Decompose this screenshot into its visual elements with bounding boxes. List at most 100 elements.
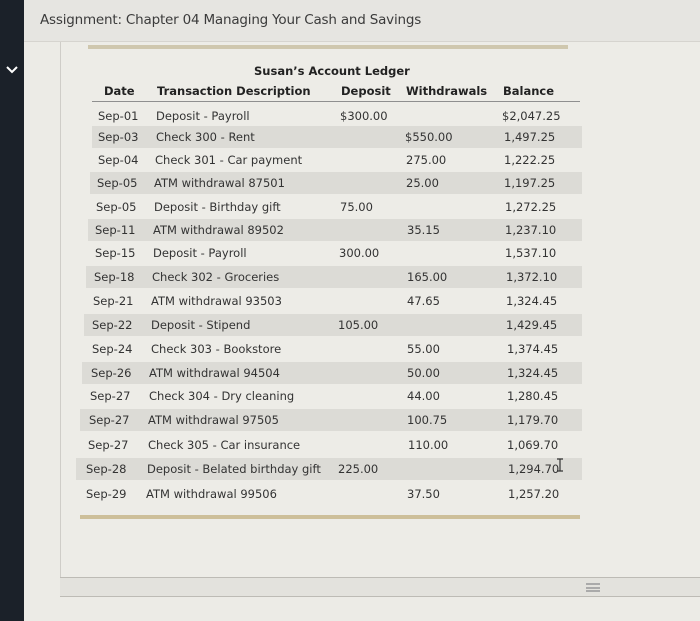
table-row: Sep-22 Deposit - Stipend 105.00 1,429.45 (84, 314, 582, 336)
balance-cell: 1,324.45 (506, 294, 558, 308)
balance-cell: 1,257.20 (508, 487, 560, 501)
header-divider (92, 101, 580, 102)
deposit-cell: 300.00 (339, 246, 380, 260)
balance-cell: 1,280.45 (507, 389, 559, 403)
description-cell: Check 303 - Bookstore (151, 342, 282, 356)
table-row: Sep-29 ATM withdrawal 99506 37.50 1,257.20 (76, 483, 582, 505)
balance-cell: 1,222.25 (504, 153, 556, 167)
balance-cell: 1,272.25 (505, 200, 557, 214)
description-cell: ATM withdrawal 99506 (146, 487, 277, 501)
description-cell: Deposit - Stipend (151, 318, 251, 332)
horizontal-scrollbar[interactable] (60, 577, 700, 597)
description-cell: Deposit - Payroll (156, 109, 250, 123)
table-row: Sep-24 Check 303 - Bookstore 55.00 1,374.45 (84, 338, 582, 360)
description-cell: Check 305 - Car insurance (148, 438, 301, 452)
date-cell: Sep-27 (89, 413, 130, 427)
balance-cell: 1,497.25 (504, 130, 556, 144)
date-cell: Sep-28 (86, 462, 127, 476)
table-row: Sep-26 ATM withdrawal 94504 50.00 1,324.45 (82, 362, 582, 384)
balance-cell: 1,179.70 (507, 413, 559, 427)
date-cell: Sep-27 (90, 389, 131, 403)
withdrawal-cell: 47.65 (407, 294, 440, 308)
table-row: Sep-11 ATM withdrawal 89502 35.15 1,237.10 (88, 219, 582, 241)
balance-cell: 1,197.25 (504, 176, 556, 190)
date-cell: Sep-24 (92, 342, 133, 356)
description-cell: Deposit - Payroll (153, 246, 247, 260)
balance-cell: 1,237.10 (505, 223, 557, 237)
table-row: Sep-18 Check 302 - Groceries 165.00 1,372.1… (86, 266, 582, 288)
deposit-cell: 105.00 (338, 318, 379, 332)
balance-cell: 1,429.45 (506, 318, 558, 332)
grip-icon[interactable] (586, 583, 600, 592)
description-cell: Check 300 - Rent (156, 130, 255, 144)
description-cell: Deposit - Birthday gift (154, 200, 281, 214)
date-cell: Sep-11 (95, 223, 136, 237)
table-row: Sep-15 Deposit - Payroll 300.00 1,537.10 (88, 242, 582, 264)
deposit-cell: 225.00 (338, 462, 379, 476)
deposit-cell: $300.00 (340, 109, 388, 123)
date-cell: Sep-29 (86, 487, 127, 501)
balance-cell: 1,069.70 (507, 438, 559, 452)
table-row: Sep-27 Check 304 - Dry cleaning 44.00 1,280… (80, 385, 582, 407)
description-cell: ATM withdrawal 94504 (149, 366, 280, 380)
table-row: Sep-03 Check 300 - Rent $550.00 1,497.25 (92, 126, 582, 148)
date-cell: Sep-27 (88, 438, 129, 452)
chevron-down-icon[interactable] (2, 60, 22, 80)
column-header-description: Transaction Description (157, 84, 311, 98)
page-title: Assignment: Chapter 04 Managing Your Cas… (40, 12, 422, 28)
assignment-page: Assignment: Chapter 04 Managing Your Cas… (24, 0, 700, 621)
withdrawal-cell: 35.15 (407, 223, 440, 237)
column-header-deposit: Deposit (341, 84, 391, 98)
withdrawal-cell: 25.00 (406, 176, 439, 190)
date-cell: Sep-04 (98, 153, 139, 167)
table-row: Sep-27 ATM withdrawal 97505 100.75 1,179.70 (80, 409, 582, 431)
withdrawal-cell: 55.00 (407, 342, 440, 356)
withdrawal-cell: $550.00 (405, 130, 453, 144)
date-cell: Sep-01 (98, 109, 139, 123)
left-rail (0, 0, 24, 621)
withdrawal-cell: 165.00 (407, 270, 448, 284)
date-cell: Sep-15 (95, 246, 136, 260)
ledger-top-rule (88, 45, 568, 49)
description-cell: ATM withdrawal 93503 (151, 294, 282, 308)
date-cell: Sep-26 (91, 366, 132, 380)
description-cell: Check 302 - Groceries (152, 270, 280, 284)
withdrawal-cell: 44.00 (407, 389, 440, 403)
table-row: Sep-04 Check 301 - Car payment 275.00 1,222… (92, 149, 582, 171)
withdrawal-cell: 275.00 (406, 153, 447, 167)
table-row: Sep-01 Deposit - Payroll $300.00 $2,047.25 (92, 105, 582, 127)
description-cell: ATM withdrawal 89502 (153, 223, 284, 237)
ledger-title: Susan’s Account Ledger (254, 64, 410, 78)
description-cell: Check 304 - Dry cleaning (149, 389, 295, 403)
table-row: Sep-21 ATM withdrawal 93503 47.65 1,324.45 (86, 290, 582, 312)
balance-cell: 1,372.10 (506, 270, 558, 284)
date-cell: Sep-05 (96, 200, 137, 214)
table-row: Sep-05 ATM withdrawal 87501 25.00 1,197.25 (90, 172, 582, 194)
column-header-date: Date (104, 84, 135, 98)
balance-cell: 1,374.45 (507, 342, 559, 356)
table-row: Sep-05 Deposit - Birthday gift 75.00 1,272.… (90, 196, 582, 218)
date-cell: Sep-21 (93, 294, 134, 308)
title-bar: Assignment: Chapter 04 Managing Your Cas… (24, 0, 700, 42)
balance-cell: 1,294.70 (508, 462, 560, 476)
description-cell: ATM withdrawal 97505 (148, 413, 279, 427)
balance-cell: $2,047.25 (502, 109, 561, 123)
withdrawal-cell: 100.75 (407, 413, 448, 427)
column-header-balance: Balance (503, 84, 555, 98)
balance-cell: 1,324.45 (507, 366, 559, 380)
column-header-withdrawals: Withdrawals (406, 84, 488, 98)
date-cell: Sep-03 (98, 130, 139, 144)
balance-cell: 1,537.10 (505, 246, 557, 260)
description-cell: Deposit - Belated birthday gift (147, 462, 321, 476)
description-cell: Check 301 - Car payment (155, 153, 303, 167)
withdrawal-cell: 37.50 (407, 487, 440, 501)
withdrawal-cell: 50.00 (407, 366, 440, 380)
text-cursor-icon (556, 458, 564, 476)
date-cell: Sep-18 (94, 270, 135, 284)
table-row: Sep-28 Deposit - Belated birthday gift 225… (76, 458, 582, 480)
description-cell: ATM withdrawal 87501 (154, 176, 285, 190)
date-cell: Sep-05 (97, 176, 138, 190)
date-cell: Sep-22 (92, 318, 133, 332)
ledger-bottom-rule (80, 515, 580, 519)
deposit-cell: 75.00 (340, 200, 373, 214)
